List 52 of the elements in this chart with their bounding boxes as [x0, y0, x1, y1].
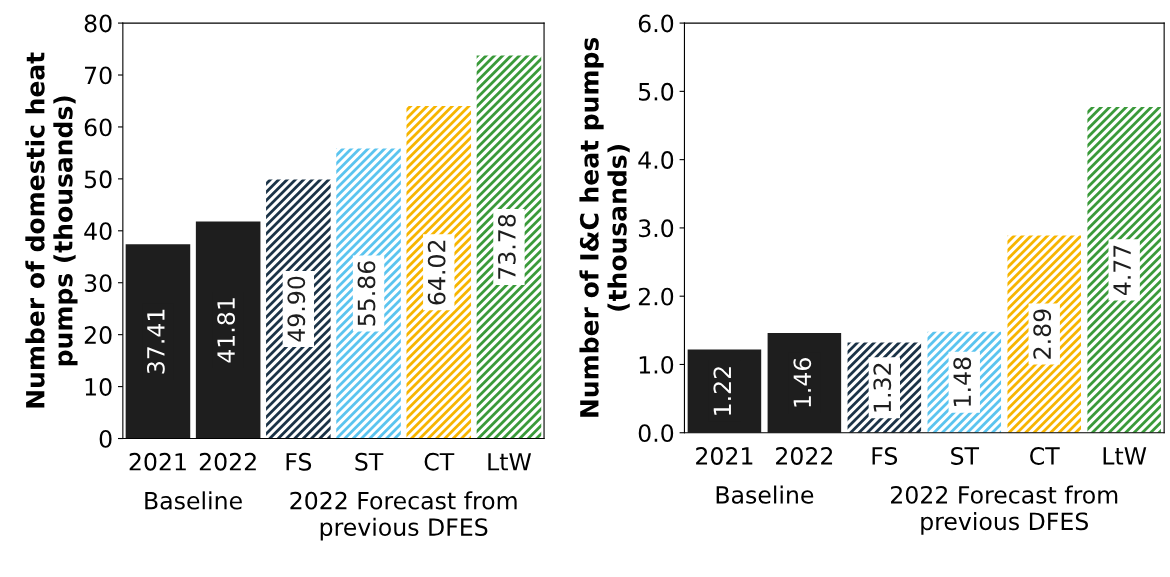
x-tick-label: 2022: [199, 452, 256, 471]
bar: [476, 55, 542, 439]
text: Baseline: [145, 491, 242, 510]
data-label: 49.90: [287, 276, 306, 342]
bar: [336, 148, 401, 439]
x-tick-label: FS: [286, 452, 312, 471]
y-tick-label: 80: [84, 14, 112, 33]
y-axis-title: Number of domestic heat pumps (thousands): [25, 52, 78, 408]
y-tick-label: 40: [84, 222, 112, 241]
data-label: 73.78: [497, 214, 516, 279]
y-tick-label: 2.0: [638, 287, 674, 306]
data-label: 41.81: [217, 298, 235, 363]
data-label: 1.32: [873, 363, 892, 412]
x-tick-label: 2021: [696, 447, 753, 465]
x-tick-label: CT: [424, 452, 455, 471]
y-tick-label: 3.0: [638, 219, 674, 238]
y-tick-label: 30: [84, 274, 112, 293]
bar: [1087, 107, 1161, 433]
x-tick-label: ST: [951, 447, 980, 465]
y-tick-label: 50: [84, 170, 112, 189]
y-axis-title: Number of I&C heat pumps (thousands): [579, 37, 630, 417]
data-label: 1.22: [713, 367, 731, 415]
y-tick-label: 20: [84, 326, 112, 344]
x-tick-label: 2021: [129, 452, 186, 471]
x-tick-label: LtW: [488, 453, 532, 471]
x-tick-label: ST: [355, 452, 384, 471]
y-tick-label: 0: [99, 429, 112, 448]
data-label: 55.86: [357, 261, 376, 326]
text: Baseline: [716, 485, 814, 504]
data-label: 2.89: [1033, 309, 1052, 359]
x-tick-label: FS: [872, 447, 898, 465]
data-label: 1.46: [793, 358, 812, 407]
y-tick-label: 6.0: [638, 14, 674, 33]
data-label: 4.77: [1113, 245, 1131, 296]
y-tick-label: 10: [85, 378, 112, 396]
data-label: 1.48: [953, 357, 972, 406]
text: 2022 Forecast from previous DFES: [891, 485, 1118, 535]
y-tick-label: 4.0: [638, 151, 674, 169]
y-tick-label: 5.0: [639, 82, 674, 101]
y-tick-label: 70: [85, 66, 112, 85]
bar: [1007, 235, 1081, 433]
text: 2022 Forecast from previous DFES: [290, 491, 517, 541]
x-tick-label: LtW: [1103, 447, 1147, 465]
y-tick-label: 1.0: [639, 355, 674, 374]
y-tick-label: 60: [84, 118, 112, 137]
data-label: 37.41: [146, 309, 165, 374]
data-label: 64.02: [427, 240, 446, 305]
x-tick-label: 2022: [776, 447, 833, 465]
y-tick-label: 0.0: [638, 424, 674, 443]
bar: [406, 106, 472, 439]
x-tick-label: CT: [1030, 447, 1060, 465]
bar: [266, 179, 331, 439]
